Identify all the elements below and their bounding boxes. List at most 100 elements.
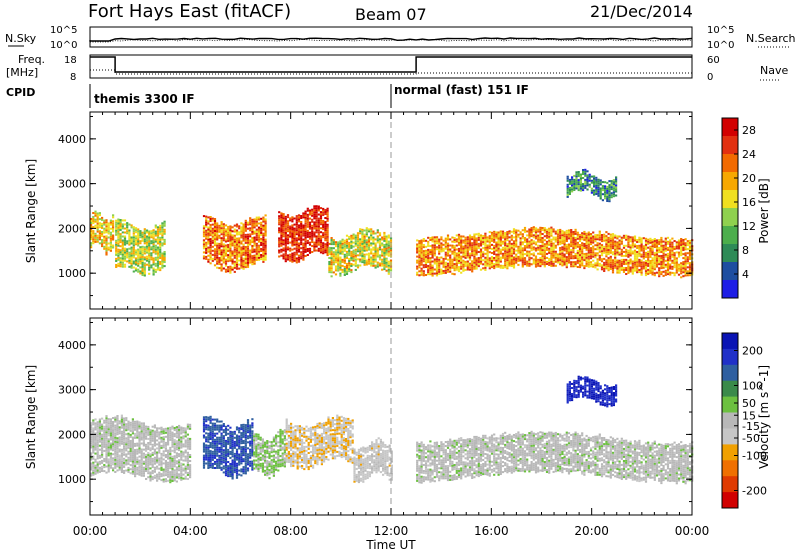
colorbar-swatch-7 (722, 444, 738, 461)
colorbar-swatch-3 (722, 172, 738, 191)
noise-trace (89, 37, 693, 43)
time-tick-5: 20:00 (574, 524, 609, 538)
time-tick-2: 08:00 (273, 524, 308, 538)
nsky-label: N.Sky (5, 32, 37, 45)
colorbar-tick-3: 16 (742, 196, 756, 209)
nave-tick-bottom: 0 (707, 72, 713, 83)
velocity-panel-frame (89, 317, 693, 516)
echo-region-1 (202, 415, 254, 480)
colorbar-tick-4: -15 (742, 420, 760, 433)
colorbar-tick-3: 15 (742, 409, 756, 422)
colorbar-swatch-4 (722, 190, 738, 209)
colorbar-swatch-9 (722, 280, 738, 299)
ytick-label-0: 1000 (58, 473, 86, 486)
velocity-axes: 1000 2000 3000 4000 (58, 318, 693, 515)
echo-region-0 (90, 414, 192, 484)
nsearch-trace (90, 39, 693, 43)
colorbar-swatch-2 (722, 364, 738, 382)
ytick-label-3: 4000 (58, 339, 86, 352)
colorbar-tick-6: 28 (742, 124, 756, 137)
colorbar-swatch-6 (722, 226, 738, 245)
cpid-normal: normal (fast) 151 IF (394, 83, 529, 97)
ytick-label-0: 1000 (58, 267, 86, 280)
colorbar-swatch-2 (722, 154, 738, 173)
time-xlabel: Time UT (365, 538, 416, 552)
colorbar-swatch-5 (722, 412, 738, 429)
colorbar-swatch-8 (722, 262, 738, 281)
cpid-label: CPID (6, 86, 35, 99)
echo-region-4 (353, 437, 393, 484)
noise-panel (89, 26, 693, 48)
velocity-colorbar-label: Velocity [m s^-1] (757, 365, 771, 469)
colorbar-swatch-0 (722, 333, 738, 350)
ytick-label-1: 2000 (58, 222, 86, 235)
time-tick-3: 12:00 (374, 524, 409, 538)
time-tick-6: 00:00 (675, 524, 710, 538)
colorbar-tick-4: 20 (742, 172, 756, 185)
noise-tick-bottom-right: 10^0 (707, 40, 734, 51)
freq-tick-top: 18 (64, 55, 77, 66)
ytick-label-2: 3000 (58, 178, 86, 191)
colorbar-tick-7: -200 (742, 485, 767, 498)
echo-region-6 (566, 375, 618, 408)
colorbar-tick-2: 50 (742, 397, 756, 410)
nave-tick-top: 60 (707, 55, 720, 66)
noise-tick-top-right: 10^5 (707, 25, 734, 36)
time-tick-4: 16:00 (474, 524, 509, 538)
time-tick-0: 00:00 (73, 524, 108, 538)
colorbar-tick-1: 8 (742, 244, 749, 257)
ytick-label-2: 3000 (58, 384, 86, 397)
echo-region-1 (115, 218, 166, 277)
beam-label: Beam 07 (355, 5, 427, 24)
colorbar-tick-5: -50 (742, 432, 760, 445)
power-axes: 1000 2000 3000 4000 (58, 112, 693, 309)
station-title: Fort Hays East (fitACF) (88, 1, 291, 22)
colorbar-tick-2: 12 (742, 220, 756, 233)
colorbar-swatch-4 (722, 396, 738, 413)
echo-region-5 (416, 430, 694, 485)
time-tick-1: 04:00 (173, 524, 208, 538)
colorbar-swatch-5 (722, 208, 738, 227)
freq-unit-label: [MHz] (6, 66, 38, 79)
freq-trace (90, 56, 692, 75)
colorbar-swatch-6 (722, 428, 738, 445)
power-heatmap (90, 168, 694, 279)
colorbar-swatch-0 (722, 118, 738, 137)
echo-region-4 (328, 227, 393, 278)
time-tick-labels: 00:00 04:00 08:00 12:00 16:00 20:00 00:00 (73, 524, 710, 538)
velocity-heatmap (90, 375, 694, 485)
nsearch-label: N.Search (746, 32, 796, 45)
colorbar-swatch-10 (722, 492, 738, 509)
power-colorbar: 4 8 12 16 20 24 28 (721, 117, 756, 299)
velocity-ylabel: Slant Range [km] (24, 365, 38, 469)
power-panel-frame (89, 111, 693, 310)
echo-region-6 (566, 168, 618, 203)
cpid-themis: themis 3300 IF (94, 92, 195, 106)
ytick-label-1: 2000 (58, 428, 86, 441)
colorbar-tick-0: 200 (742, 345, 763, 358)
freq-tick-bottom: 8 (70, 72, 76, 83)
nsky-trace (89, 37, 693, 42)
colorbar-tick-6: -100 (742, 450, 767, 463)
colorbar-swatch-1 (722, 348, 738, 366)
echo-region-3 (285, 414, 354, 471)
power-colorbar-label: Power [dB] (757, 178, 771, 243)
colorbar-tick-1: 100 (742, 380, 763, 393)
freq-line (90, 56, 692, 73)
echo-region-2 (202, 214, 267, 274)
echo-region-5 (416, 226, 694, 279)
nave-label: Nave (760, 64, 788, 77)
colorbar-swatch-1 (722, 136, 738, 155)
echo-region-3 (278, 205, 329, 264)
freq-label: Freq. (18, 53, 45, 66)
colorbar-tick-0: 4 (742, 268, 749, 281)
noise-tick-top-left: 10^5 (50, 25, 77, 36)
colorbar-swatch-9 (722, 476, 738, 493)
date-label: 21/Dec/2014 (590, 2, 693, 21)
noise-tick-bottom-left: 10^0 (50, 40, 77, 51)
freq-panel (89, 54, 693, 79)
echo-region-0 (90, 210, 115, 256)
ytick-label-3: 4000 (58, 133, 86, 146)
